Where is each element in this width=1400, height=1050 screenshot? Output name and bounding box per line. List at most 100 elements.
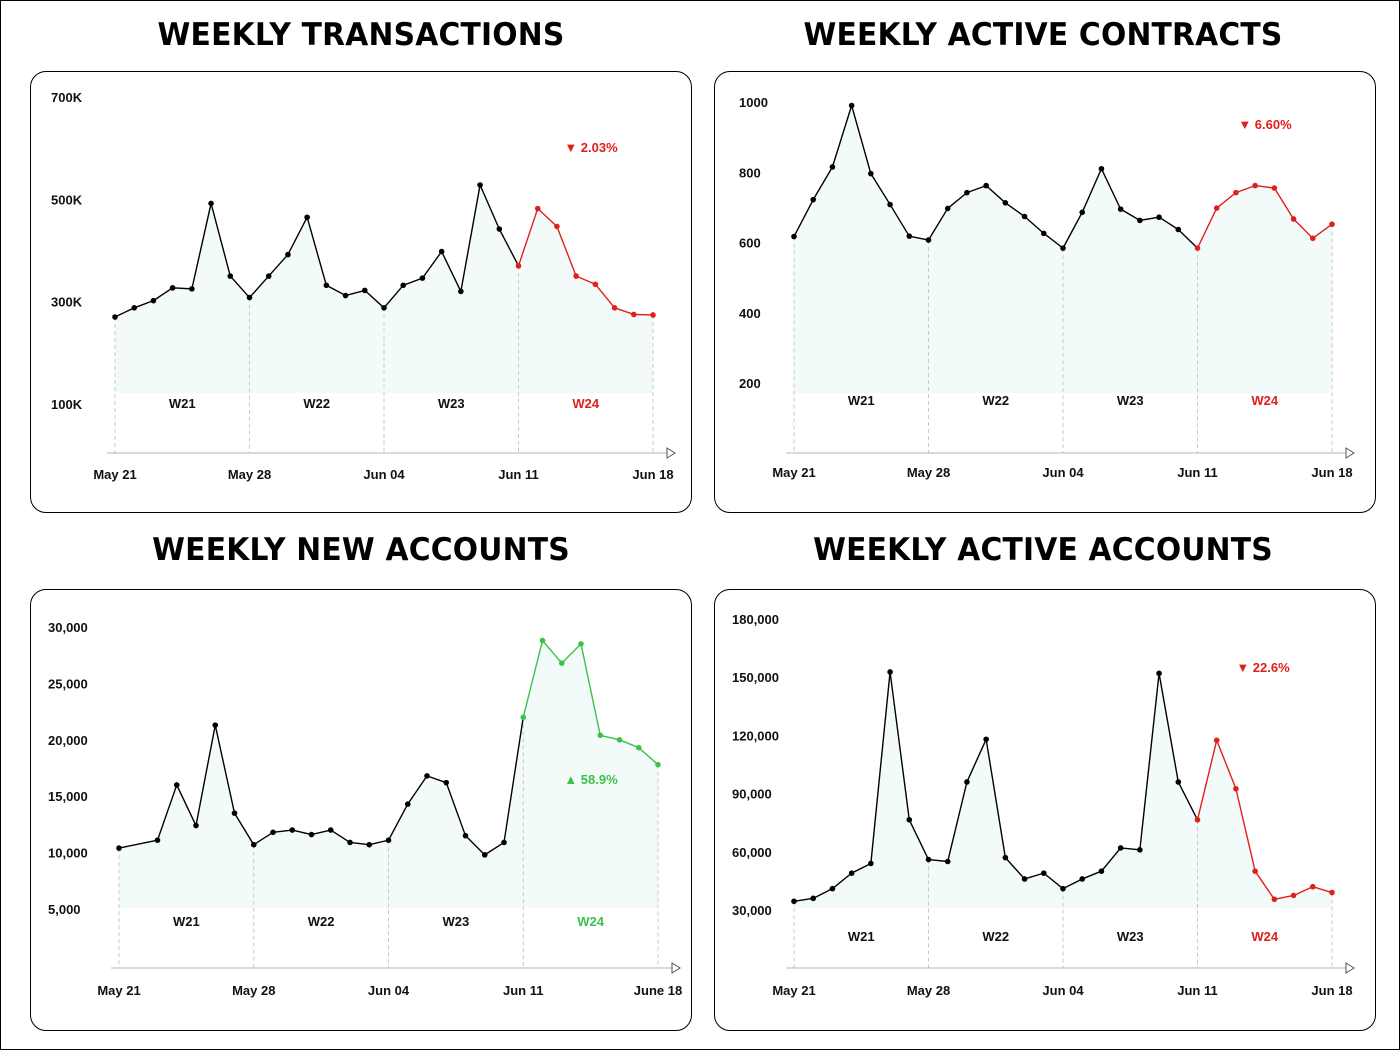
area-fill [119,640,658,908]
x-tick-label: Jun 11 [1177,983,1217,998]
x-axis-arrow-icon [671,962,681,974]
data-point [385,837,392,843]
y-tick-label: 150,000 [732,670,779,685]
x-tick-label: May 28 [907,983,950,998]
series-line-current-week [1196,184,1333,249]
data-point [1137,217,1143,224]
change-badge: ▼ 2.03% [564,140,618,155]
data-point [1233,189,1239,196]
x-tick-label: June 18 [634,983,682,998]
data-point [323,282,330,289]
y-tick-label: 30,000 [48,620,88,635]
data-point [1252,868,1258,874]
data-point [1194,245,1201,251]
x-tick-label: Jun 11 [498,467,538,482]
data-point [1329,221,1335,228]
data-point [1271,185,1278,191]
x-axis-arrow-icon [666,447,676,459]
data-point [438,248,445,255]
data-point [791,898,797,905]
data-point [289,827,296,833]
data-point [477,182,483,188]
y-tick-label: 300K [51,295,83,310]
data-point [496,226,503,232]
x-tick-label: Jun 11 [503,983,543,998]
x-tick-label: Jun 04 [368,983,410,998]
data-point [424,773,430,779]
chart-title-contracts: WEEKLY ACTIVE CONTRACTS [803,17,1283,53]
data-point [1021,876,1028,882]
x-tick-label: Jun 18 [632,467,673,482]
data-point [573,273,579,279]
y-tick-label: 20,000 [48,733,88,748]
data-point [887,669,893,675]
data-point [1060,885,1066,892]
chart-title-transactions: WEEKLY TRANSACTIONS [157,17,565,53]
y-tick-label: 30,000 [732,903,772,918]
area-fill [794,671,1332,908]
data-point [829,885,836,892]
week-label: W21 [848,929,875,944]
data-point [1117,845,1124,851]
data-point [1290,216,1297,222]
y-tick-label: 400 [739,306,761,321]
data-point [597,732,604,739]
x-tick-label: May 21 [93,467,136,482]
week-label: W24 [1251,929,1279,944]
data-point [154,837,161,843]
data-point [1079,209,1086,216]
series-line-current-week [522,639,659,766]
chart-title-active-accounts: WEEKLY ACTIVE ACCOUNTS [813,532,1273,568]
data-point [443,779,450,786]
week-label: W21 [169,396,196,411]
y-tick-label: 500K [51,192,83,207]
week-label: W24 [577,914,605,929]
y-tick-label: 200 [739,376,761,391]
data-point [810,196,817,203]
week-label: W21 [173,914,200,929]
data-point [1117,206,1124,212]
y-tick-label: 180,000 [732,612,779,627]
data-point [848,102,855,109]
series-line-current-week [1196,739,1333,901]
data-point [1233,785,1239,792]
data-point [925,856,932,863]
data-point [964,779,970,785]
y-tick-label: 25,000 [48,676,88,691]
week-label: W23 [438,396,465,411]
y-tick-label: 1000 [739,95,768,110]
data-point [520,714,527,721]
data-point [983,736,989,743]
data-point [462,832,469,839]
data-point [887,201,893,208]
chart-title-new-accounts: WEEKLY NEW ACCOUNTS [152,532,570,568]
data-point [116,845,122,851]
x-tick-label: Jun 18 [1311,983,1352,998]
data-point [1329,889,1335,896]
y-tick-label: 700K [51,90,83,105]
data-point [304,214,310,221]
data-point [458,288,464,295]
week-label: W23 [1117,393,1144,408]
data-point [1060,245,1066,251]
data-point [131,305,138,311]
data-point [308,831,315,838]
x-tick-label: Jun 04 [363,467,405,482]
data-point [381,305,387,311]
data-point [1156,670,1162,677]
week-label: W22 [303,396,330,411]
x-tick-label: Jun 11 [1177,465,1217,480]
chart-card-active-accounts: 180,000 150,000 120,000 90,000 60,000 30,000 M… [714,589,1376,1031]
data-point [868,860,874,867]
data-point [791,233,797,240]
data-point [925,237,932,243]
x-tick-label: Jun 18 [1311,465,1352,480]
data-point [1194,816,1201,823]
data-point [347,839,353,846]
change-badge: ▲ 58.9% [564,772,618,787]
data-point [616,737,623,743]
y-tick-label: 100K [51,397,83,412]
data-point [1213,737,1220,744]
y-tick-label: 60,000 [732,845,772,860]
data-point [231,810,238,816]
